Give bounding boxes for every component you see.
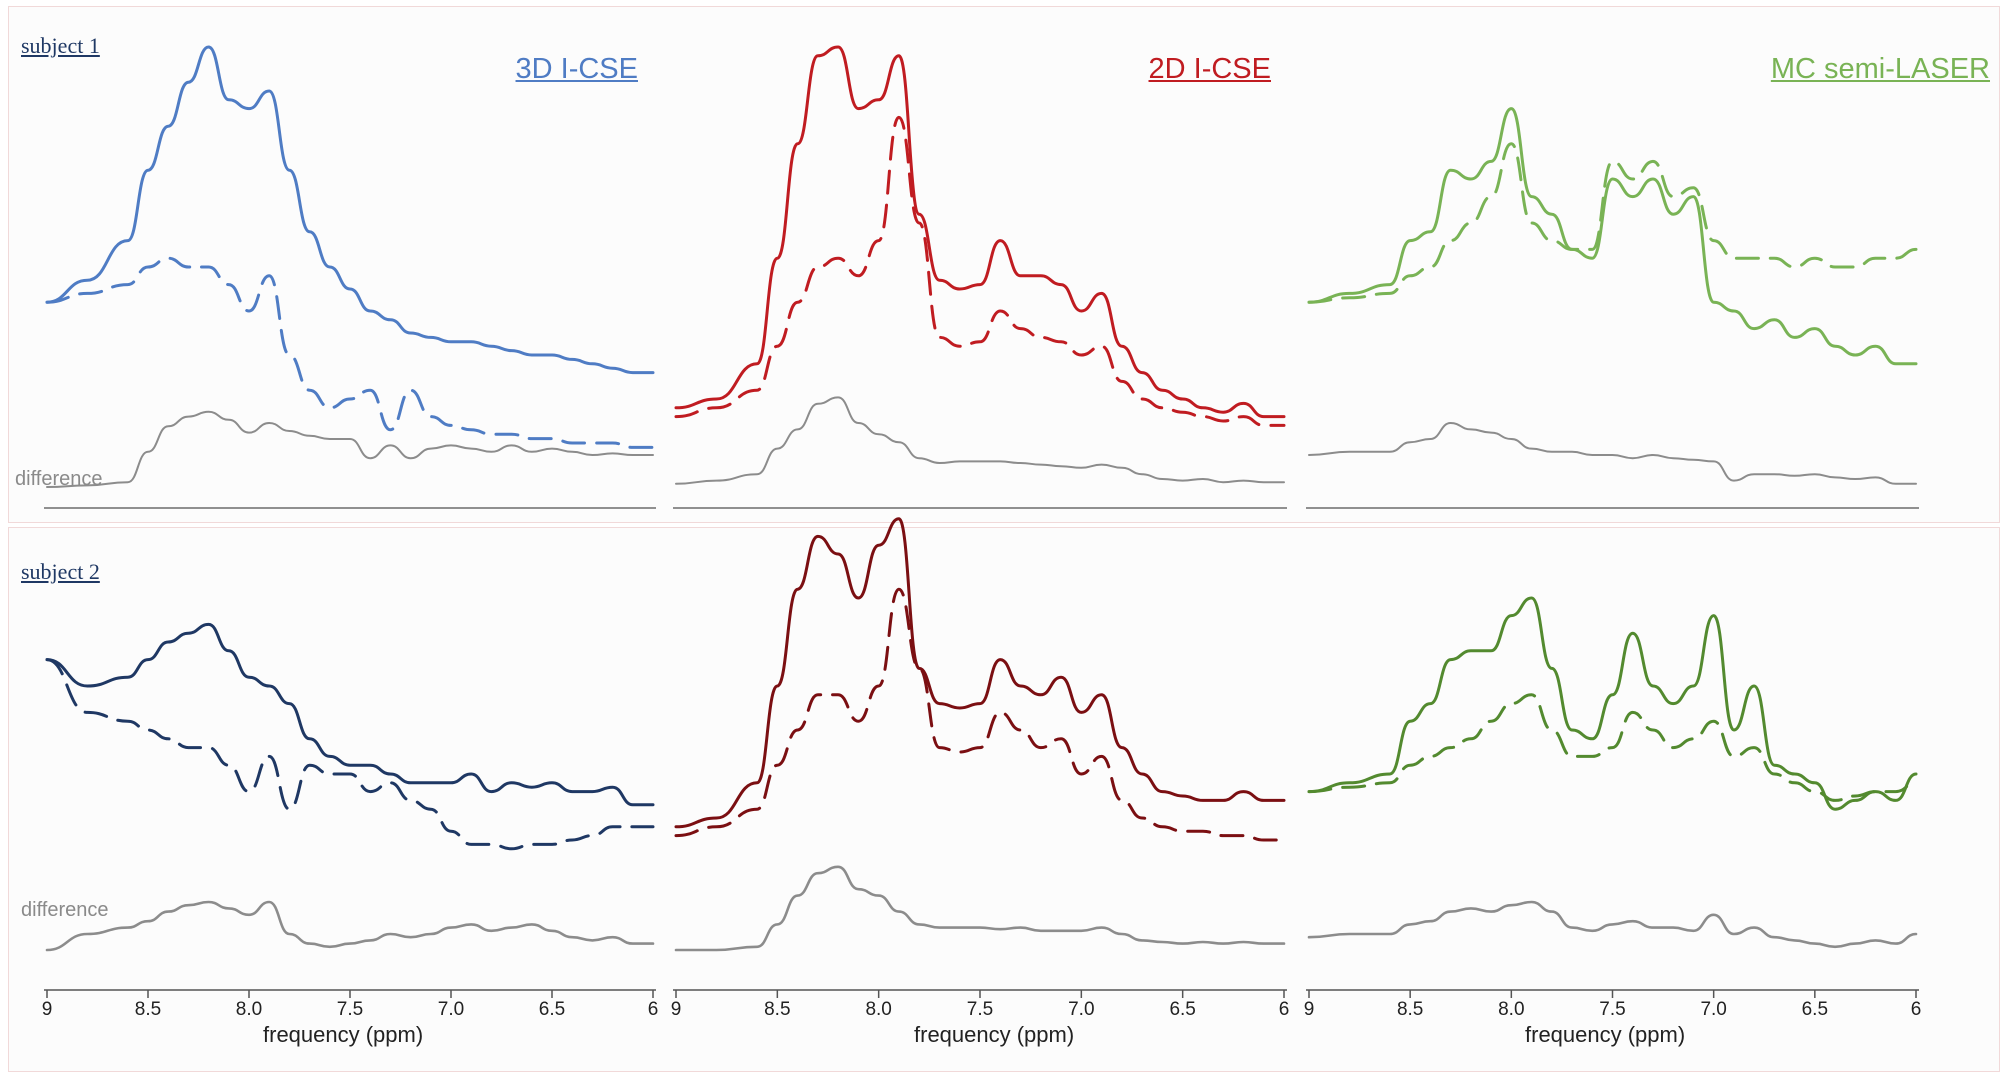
x-tick-label-2d-icse-4: 7.0 <box>1068 999 1094 1020</box>
subject-2-panel <box>8 527 2000 1072</box>
x-tick-label-2d-icse-2: 8.0 <box>865 999 891 1020</box>
difference-label-subject-1: difference <box>15 468 103 490</box>
method-title-2d-icse: 2D I-CSE <box>1148 53 1271 85</box>
series-line-solid-subject-1-3d-icse <box>45 45 655 375</box>
series-line-solid-subject-2-mc-semi-laser <box>1307 596 1918 811</box>
x-tick-label-3d-icse-2: 8.0 <box>236 999 262 1020</box>
spectrum-panel-subject-1-3d-icse <box>44 45 656 509</box>
x-tick-label-2d-icse-1: 8.5 <box>764 999 790 1020</box>
series-line-difference-subject-2-2d-icse <box>674 865 1286 952</box>
x-tick-label-mc-semi-laser-2: 8.0 <box>1498 999 1524 1020</box>
x-tick-label-3d-icse-6: 6 <box>648 999 659 1020</box>
series-line-dashed-subject-1-mc-semi-laser <box>1307 142 1918 304</box>
series-line-dashed-subject-1-3d-icse <box>45 256 655 449</box>
x-tick-label-mc-semi-laser-3: 7.5 <box>1599 999 1625 1020</box>
series-line-difference-subject-1-mc-semi-laser <box>1308 422 1917 485</box>
subject-1-panel <box>8 6 2000 523</box>
x-tick-label-3d-icse-3: 7.5 <box>337 999 363 1020</box>
series-line-difference-subject-1-2d-icse <box>675 396 1285 485</box>
x-tick-label-mc-semi-laser-0: 9 <box>1304 999 1315 1020</box>
series-line-dashed-subject-1-2d-icse <box>674 115 1286 427</box>
series-line-dashed-subject-2-mc-semi-laser <box>1307 693 1918 802</box>
x-tick-label-2d-icse-3: 7.5 <box>967 999 993 1020</box>
series-line-solid-subject-1-mc-semi-laser <box>1307 107 1918 366</box>
x-tick-label-2d-icse-5: 6.5 <box>1169 999 1195 1020</box>
x-tick-label-3d-icse-5: 6.5 <box>539 999 565 1020</box>
x-tick-label-2d-icse-0: 9 <box>671 999 682 1020</box>
spectrum-panel-subject-1-2d-icse <box>673 45 1287 509</box>
subject-2-label: subject 2 <box>21 559 100 584</box>
x-tick-label-mc-semi-laser-5: 6.5 <box>1802 999 1828 1020</box>
series-line-solid-subject-2-3d-icse <box>45 622 655 807</box>
method-title-mc-semi-laser: MC semi-LASER <box>1770 53 1990 85</box>
x-axis-label-3d-icse: frequency (ppm) <box>263 1022 424 1047</box>
x-tick-label-mc-semi-laser-6: 6 <box>1911 999 1922 1020</box>
spectrum-panel-subject-1-mc-semi-laser <box>1306 107 1919 509</box>
spectrum-panel-subject-2-mc-semi-laser: 9 8.5 8.0 7.5 7.0 6.5 6 <box>1304 596 1922 1020</box>
series-line-dashed-subject-2-2d-icse <box>674 587 1286 842</box>
series-line-difference-subject-2-3d-icse <box>45 900 655 952</box>
x-tick-label-3d-icse-0: 9 <box>42 999 53 1020</box>
series-line-difference-subject-1-3d-icse <box>46 410 654 488</box>
series-line-dashed-subject-2-3d-icse <box>45 658 655 851</box>
x-tick-label-mc-semi-laser-4: 7.0 <box>1700 999 1726 1020</box>
x-tick-label-mc-semi-laser-1: 8.5 <box>1397 999 1423 1020</box>
x-tick-label-3d-icse-1: 8.5 <box>135 999 161 1020</box>
x-tick-label-3d-icse-4: 7.0 <box>438 999 464 1020</box>
difference-label-subject-2: difference <box>21 899 109 921</box>
series-line-solid-subject-1-2d-icse <box>674 45 1286 419</box>
x-axis-label-2d-icse: frequency (ppm) <box>914 1022 1075 1047</box>
method-title-3d-icse: 3D I-CSE <box>515 53 638 85</box>
spectrum-panel-subject-2-3d-icse: 9 8.5 8.0 7.5 7.0 6.5 6 <box>42 622 659 1020</box>
spectrum-panel-subject-2-2d-icse: 9 8.5 8.0 7.5 7.0 6.5 6 <box>671 517 1290 1020</box>
series-line-difference-subject-2-mc-semi-laser <box>1307 900 1918 949</box>
series-line-solid-subject-2-2d-icse <box>674 517 1286 829</box>
x-tick-label-2d-icse-6: 6 <box>1279 999 1290 1020</box>
x-axis-label-mc-semi-laser: frequency (ppm) <box>1525 1022 1686 1047</box>
subject-1-label: subject 1 <box>21 33 100 58</box>
